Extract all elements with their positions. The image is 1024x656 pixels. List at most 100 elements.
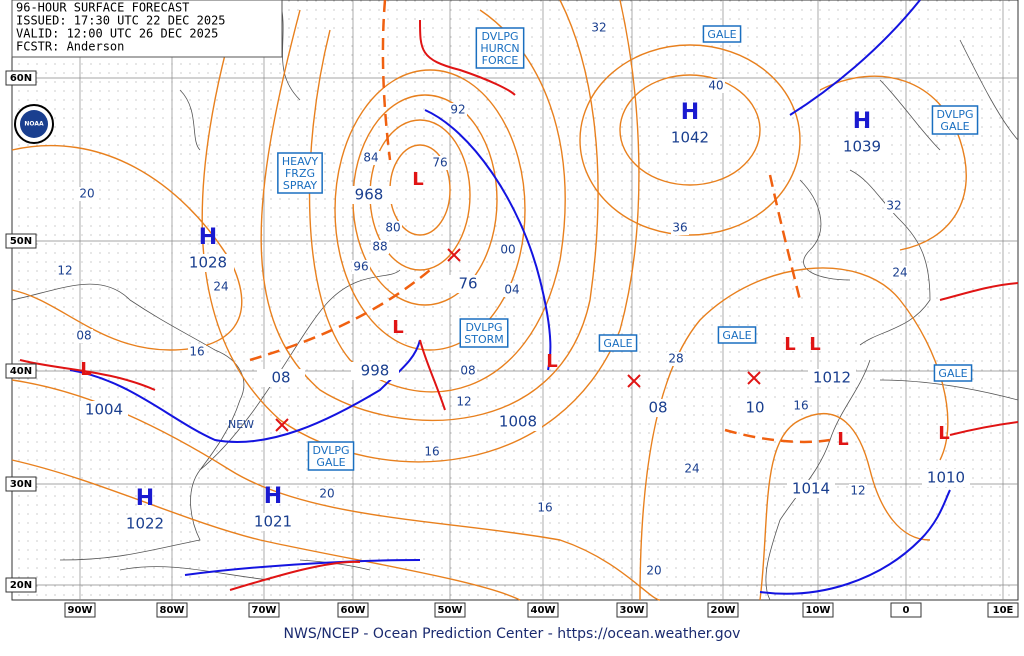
lat-label-box <box>5 363 37 379</box>
center-value-box <box>731 399 779 417</box>
center-value: 08 <box>271 369 290 387</box>
center-value: 76 <box>458 275 477 293</box>
low-symbol: L <box>392 317 403 338</box>
center-value: 968 <box>355 186 384 204</box>
high-symbol: H <box>199 225 217 250</box>
warning-text: GALE <box>722 329 751 342</box>
isobar-label-bg <box>449 103 467 117</box>
high-symbol: H <box>264 484 282 509</box>
lat-label-box <box>5 70 37 86</box>
isobar-label: 84 <box>363 151 378 165</box>
center-value-box <box>444 275 492 293</box>
isobar-label: 76 <box>432 156 447 170</box>
center-value-box <box>922 469 970 487</box>
center-value: 1014 <box>792 480 830 498</box>
isobar-label-bg <box>212 280 230 294</box>
low-symbol: L <box>80 359 91 380</box>
lon-label: 50W <box>438 605 463 616</box>
isobar-label-bg <box>885 199 903 213</box>
lat-label-box <box>5 233 37 249</box>
isobar-label-bg <box>499 243 517 257</box>
center-value-box <box>494 413 542 431</box>
lon-label: 0 <box>903 605 910 616</box>
isobar-label: 24 <box>213 280 228 294</box>
lat-label: 60N <box>10 73 32 84</box>
header-line: ISSUED: 17:30 UTC 22 DEC 2025 <box>16 14 226 28</box>
low-symbol: L <box>546 351 557 372</box>
isobar-label: 20 <box>79 187 94 201</box>
warning-box <box>307 441 355 471</box>
header-line: VALID: 12:00 UTC 26 DEC 2025 <box>16 27 218 41</box>
center-value: 1010 <box>927 469 965 487</box>
isobar-label: 40 <box>708 79 723 93</box>
x-mark <box>627 374 641 388</box>
center-value-box <box>664 129 716 147</box>
high-symbol: H <box>136 486 154 511</box>
lon-label-box <box>434 602 466 618</box>
center-value: 1008 <box>499 413 537 431</box>
isobar-label-bg <box>423 445 441 459</box>
isobar-label: 32 <box>886 199 901 213</box>
lat-label: 20N <box>10 580 32 591</box>
lat-label: 30N <box>10 479 32 490</box>
isobar-label-bg <box>645 564 663 578</box>
low-symbol: L <box>809 334 820 355</box>
lon-label-box <box>616 602 648 618</box>
center-value-box <box>808 369 856 387</box>
lon-label-box <box>527 602 559 618</box>
center-value-box <box>836 138 888 156</box>
isobar-label-bg <box>459 364 477 378</box>
isobar-label: 16 <box>189 345 204 359</box>
isobar-label-bg <box>78 187 96 201</box>
center-value-box <box>182 254 234 272</box>
warning-text: HEAVY <box>282 155 319 168</box>
isobar-label-bg <box>891 266 909 280</box>
isobar-label: 20 <box>646 564 661 578</box>
isobar-label-bg <box>75 329 93 343</box>
isobar-label-bg <box>431 156 449 170</box>
center-value-box <box>634 399 682 417</box>
high-value: 1042 <box>671 129 709 147</box>
high-value: 1039 <box>843 138 881 156</box>
isobar-label-bg <box>56 264 74 278</box>
isobar-label-bg <box>362 151 380 165</box>
center-value-box <box>787 480 835 498</box>
warning-text: GALE <box>707 28 736 41</box>
lon-label: 10E <box>993 605 1014 616</box>
isobar-label-bg <box>590 21 608 35</box>
low-symbol: L <box>938 423 949 444</box>
isobar-label-bg <box>384 221 402 235</box>
header-line: FCSTR: Anderson <box>16 40 124 54</box>
warning-text: FORCE <box>482 54 519 67</box>
isobar-label: 20 <box>319 487 334 501</box>
warning-text: GALE <box>938 367 967 380</box>
isobar-label-bg <box>455 395 473 409</box>
lon-label: 10W <box>806 605 831 616</box>
isobars <box>11 0 967 601</box>
isobar-label-bg <box>671 221 689 235</box>
lon-label: 60W <box>341 605 366 616</box>
warning-text: GALE <box>940 120 969 133</box>
isobar-label: 16 <box>424 445 439 459</box>
isobar-label-bg <box>707 79 725 93</box>
warning-text: DVLPG <box>936 108 973 121</box>
low-symbol: L <box>837 429 848 450</box>
lon-label-box <box>64 602 96 618</box>
center-value: 1004 <box>85 401 123 419</box>
isobar-label-bg <box>318 487 336 501</box>
lon-label-box <box>987 602 1019 618</box>
low-symbol: L <box>784 334 795 355</box>
isobar-label: 12 <box>456 395 471 409</box>
high-value: 1028 <box>189 254 227 272</box>
center-value: 10 <box>745 399 764 417</box>
isobar-label: 28 <box>668 352 683 366</box>
isobar-label: 80 <box>385 221 400 235</box>
lat-label-box <box>5 577 37 593</box>
isobar-label-bg <box>849 484 867 498</box>
center-value-box <box>119 515 171 533</box>
isobar-label: 00 <box>500 243 515 257</box>
lat-label: 40N <box>10 366 32 377</box>
lon-label-box <box>248 602 280 618</box>
lon-label: 40W <box>531 605 556 616</box>
